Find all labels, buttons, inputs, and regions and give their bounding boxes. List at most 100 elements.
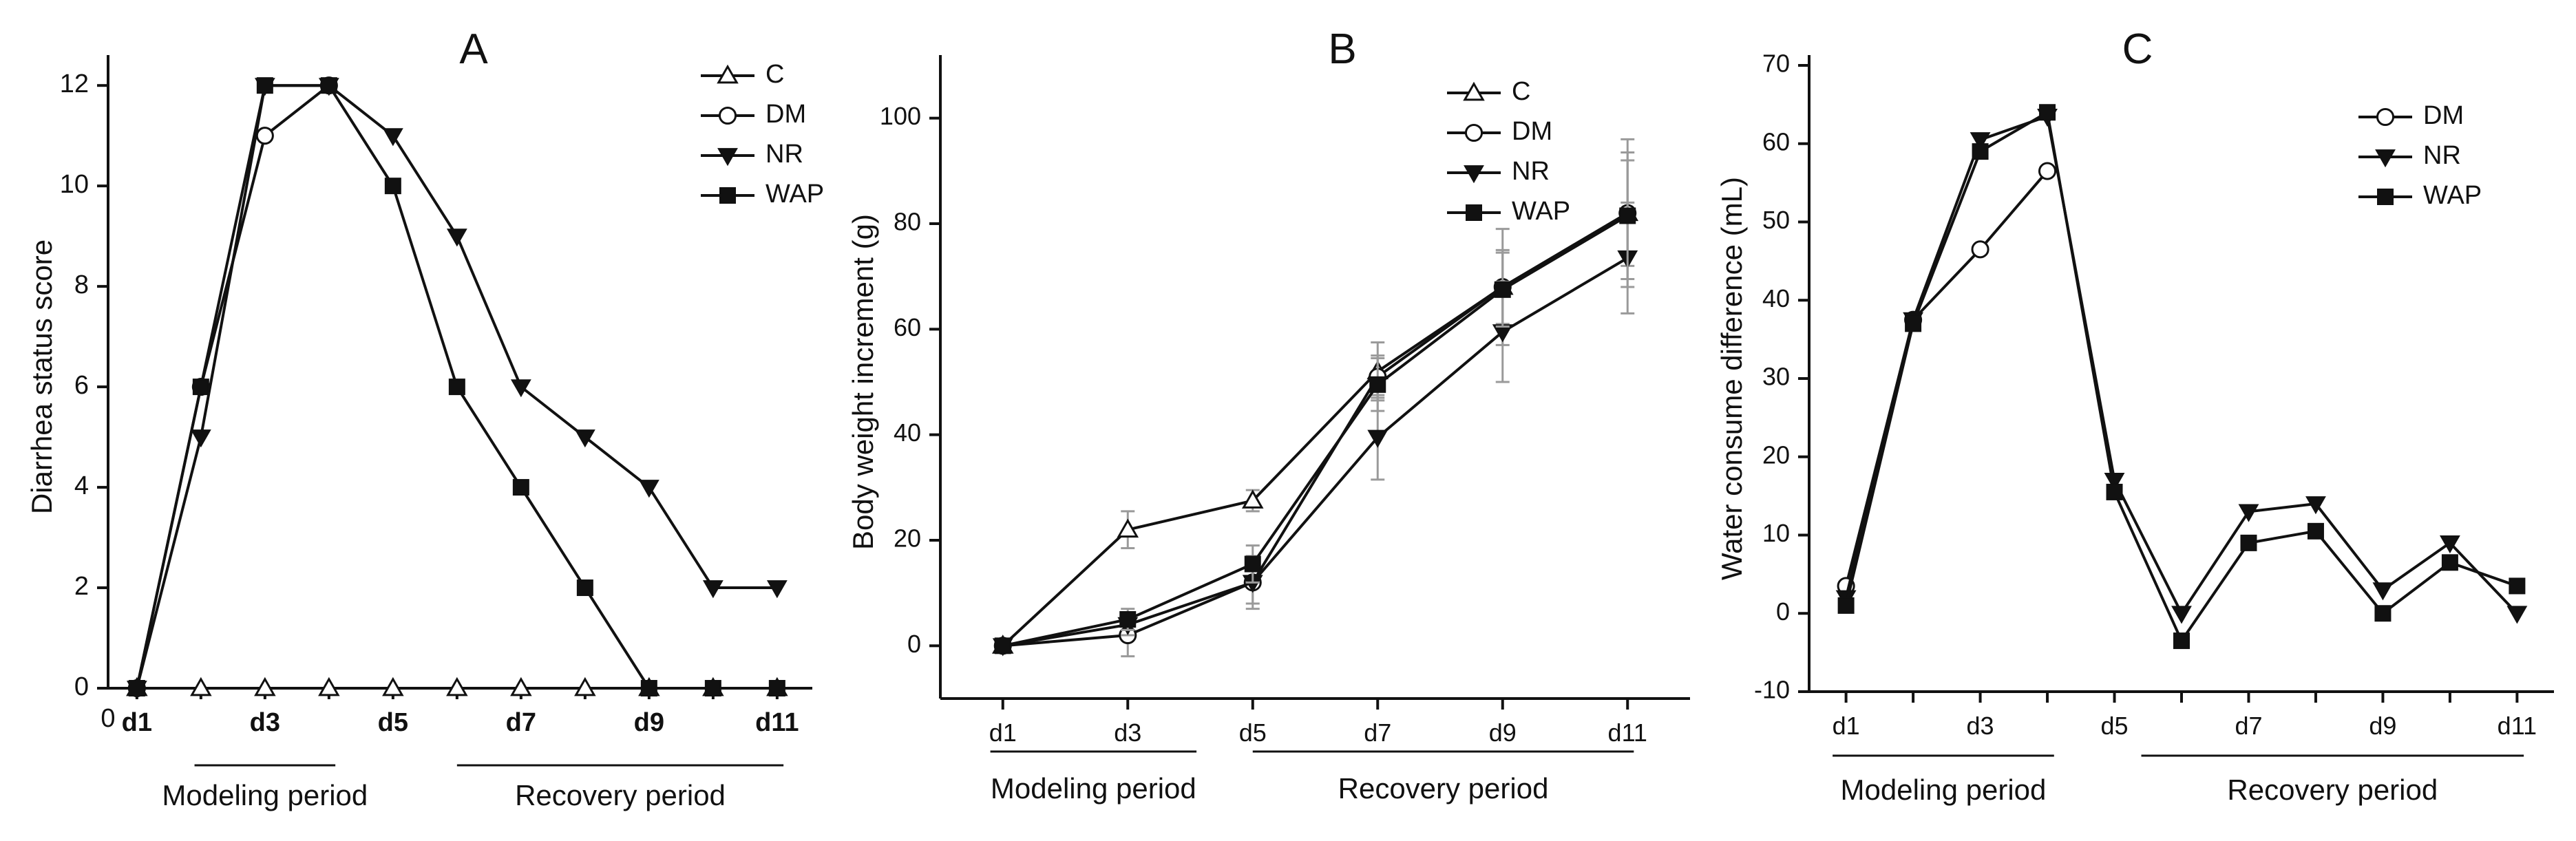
legend-marker <box>2377 189 2394 205</box>
legend-marker <box>1466 204 1482 221</box>
data-point <box>766 580 788 599</box>
data-point <box>254 677 276 696</box>
x-tick-label: d7 <box>2235 712 2262 740</box>
x-tick-label: d5 <box>2100 712 2128 740</box>
x-tick-label: d11 <box>755 708 799 737</box>
legend-label: C <box>1512 77 1530 106</box>
data-point <box>1905 315 1922 332</box>
data-point <box>318 677 340 696</box>
legend-label: DM <box>2423 101 2464 130</box>
legend-label: WAP <box>766 180 824 209</box>
x-tick-label: d9 <box>2369 712 2396 740</box>
panel-label: A <box>459 25 488 73</box>
chart-panel-c: -10 0 10 20 30 40 50 60 70 d1 d3 d5 d7 d9 d11 Water con… <box>1715 25 2554 806</box>
data-point <box>576 579 593 597</box>
data-point <box>2238 504 2259 522</box>
data-point <box>256 77 273 94</box>
y-tick-label: 20 <box>894 524 921 553</box>
chart-panel-b: 0 20 40 60 80 100 d1 d3 d5 d7 d9 d11 Body weight inc… <box>847 25 1690 805</box>
y-tick-label: 12 <box>60 70 89 98</box>
series-wap <box>128 77 785 696</box>
data-point <box>1119 611 1137 628</box>
legend-marker <box>1464 123 1484 142</box>
data-point <box>446 677 468 696</box>
data-point <box>640 680 657 696</box>
y-tick-label: 2 <box>74 572 89 601</box>
x-tick-label: d9 <box>1489 718 1517 747</box>
series-line <box>1002 211 1629 647</box>
y-tick-label: 10 <box>60 170 89 199</box>
y-tick-label: 60 <box>894 313 921 341</box>
chart-panel-a: 0 2 4 6 8 10 12 d1 d3 d5 d7 d9 d11 0 Diarrhea status s… <box>25 25 824 811</box>
legend-marker <box>1463 81 1485 101</box>
y-tick-label: 0 <box>1776 597 1790 626</box>
data-point <box>2441 554 2458 571</box>
data-point <box>2372 582 2394 601</box>
data-point <box>2171 606 2192 624</box>
data-point <box>1117 518 1139 538</box>
y-tick-label: 0 <box>74 672 89 701</box>
legend-marker <box>717 148 738 167</box>
data-point <box>2240 534 2257 551</box>
data-point <box>704 680 721 696</box>
data-point <box>382 128 403 147</box>
y-axis-label: Body weight increment (g) <box>847 214 879 550</box>
x-tick-label: d11 <box>2498 712 2537 740</box>
recovery-period-label: Recovery period <box>515 779 726 811</box>
recovery-period-label: Recovery period <box>1338 772 1549 805</box>
series-line <box>1844 170 2049 586</box>
series-line <box>1002 257 1629 648</box>
y-tick-label: -10 <box>1754 676 1790 704</box>
y-tick-label: 20 <box>1762 440 1790 469</box>
legend-marker <box>1464 165 1484 184</box>
data-point <box>320 77 337 94</box>
data-point <box>1369 376 1386 393</box>
data-point <box>2305 496 2326 515</box>
data-point <box>255 127 274 145</box>
series-line <box>1002 211 1629 648</box>
data-point <box>1970 132 1991 151</box>
y-tick-label: 70 <box>1762 50 1790 78</box>
x-tick-label: d3 <box>250 708 280 737</box>
legend-label: NR <box>1512 157 1550 186</box>
legend-label: WAP <box>2423 181 2482 210</box>
y-tick-label: 4 <box>74 471 89 500</box>
data-point <box>2106 483 2123 500</box>
x-tick-label: d9 <box>634 708 664 737</box>
x-tick-label: d5 <box>378 708 408 737</box>
legend: C DM NR WAP <box>1447 77 1570 226</box>
legend-marker <box>719 187 736 204</box>
x-tick-label: d1 <box>122 708 152 737</box>
data-point <box>510 379 531 398</box>
data-point <box>1244 555 1261 573</box>
x-tick-label: d1 <box>989 718 1017 747</box>
y-axis-label: Diarrhea status score <box>25 239 58 514</box>
data-point <box>1972 143 1989 160</box>
series-line <box>135 84 330 689</box>
data-point <box>384 178 401 195</box>
legend-label: C <box>766 60 784 89</box>
data-point <box>1241 489 1264 509</box>
data-point <box>190 429 211 448</box>
y-tick-label: 50 <box>1762 206 1790 234</box>
legend: DM NR WAP <box>2358 101 2482 210</box>
legend-marker <box>2376 107 2395 127</box>
data-point <box>128 680 145 696</box>
data-point <box>2439 535 2460 554</box>
data-point <box>702 580 724 599</box>
y-tick-label: 80 <box>894 208 921 236</box>
legend: C DM NR WAP <box>701 60 824 209</box>
y-tick-label: 8 <box>74 270 89 299</box>
legend-label: DM <box>1512 117 1552 146</box>
data-point <box>446 228 467 247</box>
y-axis-label: Water consume difference (mL) <box>1715 177 1748 580</box>
legend-marker <box>717 64 739 84</box>
y-tick-label: 30 <box>1762 363 1790 391</box>
data-point <box>638 480 659 498</box>
legend-marker <box>718 106 737 125</box>
y-tick-label: 0 <box>907 630 921 658</box>
x-origin-label: 0 <box>101 704 115 733</box>
data-point <box>1971 240 1989 259</box>
x-tick-label: d7 <box>1364 718 1391 747</box>
